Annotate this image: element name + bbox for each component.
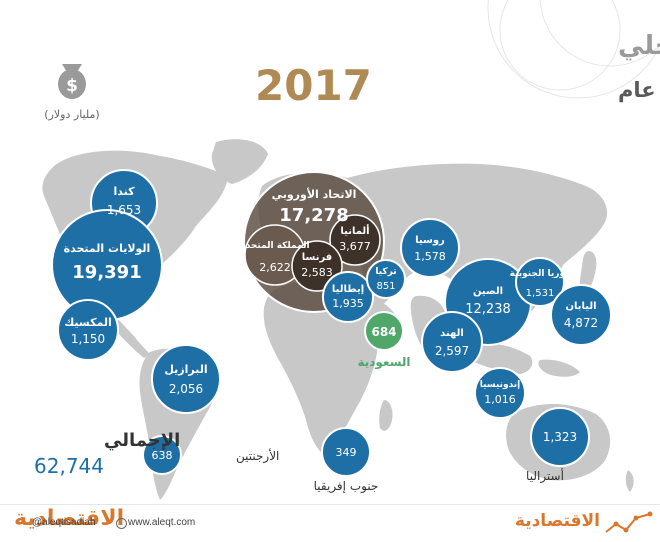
decorative-circles xyxy=(487,0,660,99)
label-value-south-africa: 349 xyxy=(336,446,357,459)
bubble-argentina[interactable] xyxy=(142,435,182,475)
label-name-south-africa: جنوب إفريقيا xyxy=(314,479,379,494)
bubble-saudi[interactable] xyxy=(364,311,404,351)
label-value-korea: 1,531 xyxy=(526,288,555,299)
label-value-canada: 1,653 xyxy=(107,203,141,217)
label-name-usa: الولايات المتحدة xyxy=(64,242,151,255)
bubble-south-africa[interactable] xyxy=(321,427,371,477)
bubble-australia[interactable] xyxy=(530,407,590,467)
bubble-india[interactable] xyxy=(421,311,483,373)
label-name-argentina: الأرجنتين xyxy=(236,448,279,464)
label-name-china: الصين xyxy=(473,286,503,297)
footer-brand: الاقتصادية xyxy=(514,511,600,531)
label-name-france: فرنسا xyxy=(302,252,332,263)
label-name-japan: اليابان xyxy=(565,301,596,312)
label-value-uk: 2,622 xyxy=(259,261,291,274)
label-value-eu: 17,278 xyxy=(279,205,348,226)
label-value-australia: 1,323 xyxy=(543,430,577,444)
label-name-turkey: تركيا xyxy=(375,267,396,277)
bubble-mexico[interactable] xyxy=(57,299,119,361)
footer-website[interactable]: www.aleqt.com xyxy=(128,517,196,528)
label-name-italy: إيطاليا xyxy=(332,284,364,295)
footer-logo: الاقتصادية xyxy=(14,506,125,531)
label-name-india: الهند xyxy=(440,328,464,339)
globe-icon xyxy=(116,518,127,529)
label-name-uk: المملكة المتحدة xyxy=(240,241,309,251)
label-name-indonesia: إندونيسيا xyxy=(480,380,521,390)
label-name-brazil: البرازيل xyxy=(164,363,207,376)
bubble-labels: كندا 1,653 الولايات المتحدة 19,391 المكس… xyxy=(64,185,599,462)
footer-divider xyxy=(0,504,660,505)
label-name-saudi: السعودية xyxy=(357,355,410,370)
trend-line-icon xyxy=(605,511,653,533)
bubble-indonesia[interactable] xyxy=(474,367,526,419)
bubble-france[interactable] xyxy=(291,240,343,292)
label-name-australia: أستراليا xyxy=(526,468,564,484)
bubble-japan[interactable] xyxy=(550,284,612,346)
bubble-turkey[interactable] xyxy=(366,259,406,299)
label-value-turkey: 851 xyxy=(376,281,395,292)
label-value-italy: 1,935 xyxy=(332,297,364,310)
title-line2: لدول مجموعة العشرين عام xyxy=(618,78,660,102)
title-line1: الناتج المحلي xyxy=(618,31,660,61)
title-year: 2017 xyxy=(255,61,372,110)
label-name-korea: كوريا الجنوبية xyxy=(510,269,571,279)
country-bubbles xyxy=(51,169,612,477)
label-value-china: 12,238 xyxy=(465,302,511,317)
money-bag-icon: $ xyxy=(58,64,86,99)
label-name-russia: روسيا xyxy=(415,235,445,246)
label-value-france: 2,583 xyxy=(301,266,333,279)
footer: الاقتصادية @aleqtisadiah www.aleqt.com ا… xyxy=(0,504,660,542)
label-name-mexico: المكسيك xyxy=(64,316,112,329)
footer-social-handle[interactable]: @aleqtisadiah xyxy=(32,517,96,528)
label-name-eu: الاتحاد الأوروبي xyxy=(272,187,357,201)
bubble-brazil[interactable] xyxy=(151,344,221,414)
label-value-russia: 1,578 xyxy=(414,250,446,263)
bubble-germany[interactable] xyxy=(329,214,381,266)
bubble-korea[interactable] xyxy=(515,257,565,307)
bubble-italy[interactable] xyxy=(322,271,374,323)
label-value-argentina: 638 xyxy=(152,449,173,462)
total-label: الإجمالي xyxy=(104,430,180,451)
label-name-germany: ألمانيا xyxy=(340,224,369,237)
unit-label: (مليار دولار) xyxy=(44,108,99,121)
label-value-india: 2,597 xyxy=(435,344,469,358)
svg-text:$: $ xyxy=(66,76,78,96)
label-name-canada: كندا xyxy=(113,185,135,198)
bubble-russia[interactable] xyxy=(400,218,460,278)
label-value-japan: 4,872 xyxy=(564,316,598,330)
label-value-germany: 3,677 xyxy=(339,240,371,253)
label-value-saudi: 684 xyxy=(371,325,396,339)
label-value-indonesia: 1,016 xyxy=(484,393,516,406)
label-value-usa: 19,391 xyxy=(72,262,141,283)
total-value: 62,744 xyxy=(34,454,104,478)
label-value-brazil: 2,056 xyxy=(169,382,203,396)
label-value-mexico: 1,150 xyxy=(71,332,105,346)
